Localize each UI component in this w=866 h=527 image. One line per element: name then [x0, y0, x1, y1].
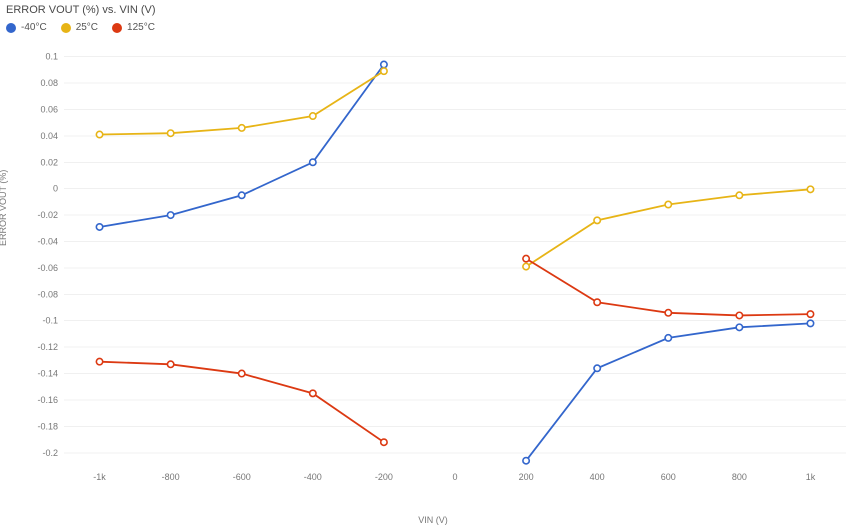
data-point[interactable]	[381, 68, 387, 74]
series-line	[100, 65, 384, 227]
y-tick-label: 0.04	[40, 131, 58, 141]
y-tick-label: 0	[53, 184, 58, 194]
y-tick-label: -0.02	[37, 210, 58, 220]
data-point[interactable]	[310, 113, 316, 119]
x-tick-label: 400	[590, 472, 605, 482]
data-point[interactable]	[167, 361, 173, 367]
data-point[interactable]	[381, 61, 387, 67]
data-point[interactable]	[167, 130, 173, 136]
y-tick-label: -0.1	[42, 316, 58, 326]
data-point[interactable]	[665, 310, 671, 316]
legend-swatch-icon	[112, 23, 122, 33]
data-point[interactable]	[736, 192, 742, 198]
data-point[interactable]	[594, 217, 600, 223]
data-point[interactable]	[736, 312, 742, 318]
data-point[interactable]	[736, 324, 742, 330]
data-point[interactable]	[167, 212, 173, 218]
x-tick-label: -400	[304, 472, 322, 482]
x-tick-label: 800	[732, 472, 747, 482]
y-tick-label: 0.06	[40, 104, 58, 114]
x-tick-label: 0	[452, 472, 457, 482]
legend-item[interactable]: 125°C	[112, 22, 155, 33]
x-tick-label: 600	[661, 472, 676, 482]
x-tick-label: -800	[162, 472, 180, 482]
legend-label: 125°C	[127, 22, 155, 33]
y-tick-label: -0.16	[37, 395, 58, 405]
data-point[interactable]	[310, 159, 316, 165]
legend-item[interactable]: 25°C	[61, 22, 98, 33]
series-line	[526, 259, 810, 316]
y-tick-label: -0.2	[42, 448, 58, 458]
data-point[interactable]	[594, 299, 600, 305]
data-point[interactable]	[239, 125, 245, 131]
data-point[interactable]	[523, 263, 529, 269]
y-tick-label: -0.14	[37, 369, 58, 379]
data-point[interactable]	[665, 201, 671, 207]
legend-swatch-icon	[61, 23, 71, 33]
data-point[interactable]	[310, 390, 316, 396]
data-point[interactable]	[665, 335, 671, 341]
legend-swatch-icon	[6, 23, 16, 33]
data-point[interactable]	[594, 365, 600, 371]
legend-item[interactable]: -40°C	[6, 22, 47, 33]
chart-container: ERROR VOUT (%) vs. VIN (V) -40°C 25°C 125°…	[0, 0, 866, 527]
y-axis-label: ERROR VOUT (%)	[0, 169, 8, 245]
x-axis-label: VIN (V)	[418, 515, 448, 525]
data-point[interactable]	[239, 192, 245, 198]
data-point[interactable]	[807, 186, 813, 192]
plot-area: 0.1 0.08 0.06 0.04 0.02 0 -0.02 -0.04 -0.06 -0.08…	[36, 44, 856, 494]
series-line	[526, 323, 810, 460]
y-tick-label: -0.18	[37, 421, 58, 431]
x-tick-label: -1k	[93, 472, 106, 482]
data-point[interactable]	[96, 131, 102, 137]
data-point[interactable]	[807, 320, 813, 326]
y-tick-label: 0.02	[40, 157, 58, 167]
y-tick-label: 0.1	[45, 52, 58, 62]
x-tick-label: 1k	[806, 472, 816, 482]
y-tick-label: -0.04	[37, 236, 58, 246]
legend: -40°C 25°C 125°C	[6, 22, 155, 33]
data-point[interactable]	[239, 370, 245, 376]
x-tick-label: -200	[375, 472, 393, 482]
chart-title: ERROR VOUT (%) vs. VIN (V)	[6, 4, 156, 16]
data-point[interactable]	[96, 224, 102, 230]
data-point[interactable]	[381, 439, 387, 445]
y-tick-label: -0.08	[37, 289, 58, 299]
legend-label: 25°C	[76, 22, 98, 33]
data-point[interactable]	[807, 311, 813, 317]
y-tick-label: 0.08	[40, 78, 58, 88]
x-tick-label: -600	[233, 472, 251, 482]
legend-label: -40°C	[21, 22, 47, 33]
y-tick-label: -0.06	[37, 263, 58, 273]
data-point[interactable]	[96, 358, 102, 364]
x-tick-label: 200	[519, 472, 534, 482]
y-tick-label: -0.12	[37, 342, 58, 352]
data-point[interactable]	[523, 255, 529, 261]
data-point[interactable]	[523, 458, 529, 464]
